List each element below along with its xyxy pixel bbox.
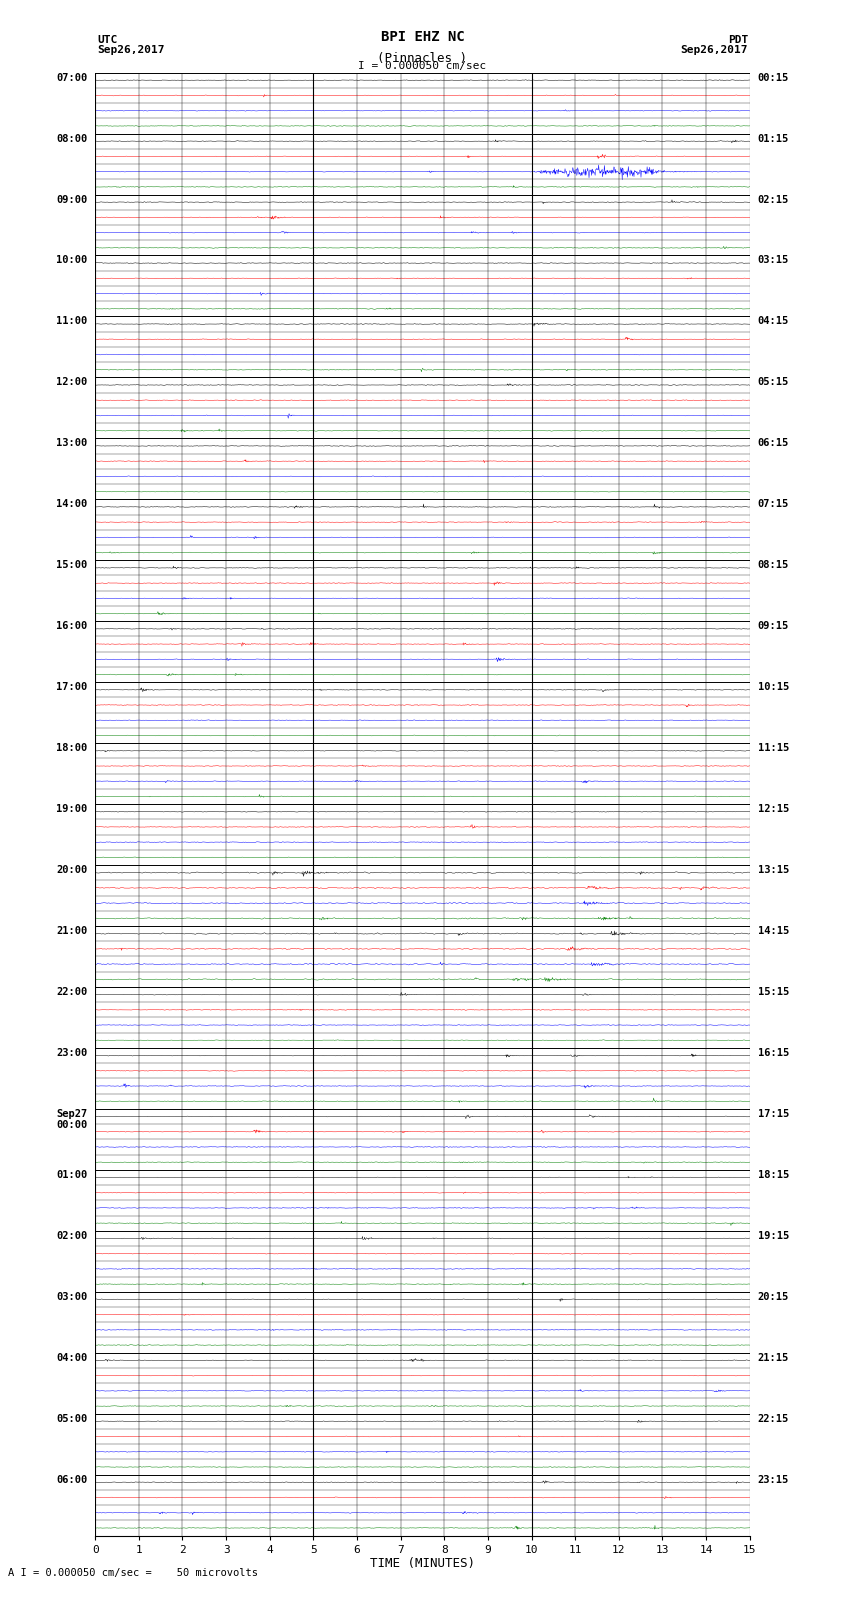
Text: 22:15: 22:15	[757, 1413, 789, 1424]
Text: 09:15: 09:15	[757, 621, 789, 631]
Text: 13:15: 13:15	[757, 865, 789, 874]
Text: 02:15: 02:15	[757, 195, 789, 205]
Text: 17:00: 17:00	[56, 682, 88, 692]
Text: 10:15: 10:15	[757, 682, 789, 692]
Text: 15:00: 15:00	[56, 560, 88, 571]
Text: 17:15: 17:15	[757, 1108, 789, 1119]
Text: 15:15: 15:15	[757, 987, 789, 997]
Text: (Pinnacles ): (Pinnacles )	[377, 52, 468, 65]
X-axis label: TIME (MINUTES): TIME (MINUTES)	[370, 1558, 475, 1571]
Text: A I = 0.000050 cm/sec =    50 microvolts: A I = 0.000050 cm/sec = 50 microvolts	[8, 1568, 258, 1578]
Text: 16:00: 16:00	[56, 621, 88, 631]
Text: 08:00: 08:00	[56, 134, 88, 144]
Text: PDT: PDT	[728, 35, 748, 45]
Text: 07:15: 07:15	[757, 500, 789, 510]
Text: 16:15: 16:15	[757, 1048, 789, 1058]
Text: Sep27
00:00: Sep27 00:00	[56, 1108, 88, 1131]
Text: 04:15: 04:15	[757, 316, 789, 326]
Text: 23:00: 23:00	[56, 1048, 88, 1058]
Text: 12:15: 12:15	[757, 805, 789, 815]
Text: 21:00: 21:00	[56, 926, 88, 936]
Text: 07:00: 07:00	[56, 73, 88, 82]
Text: 20:15: 20:15	[757, 1292, 789, 1302]
Text: 05:00: 05:00	[56, 1413, 88, 1424]
Text: 11:00: 11:00	[56, 316, 88, 326]
Text: BPI EHZ NC: BPI EHZ NC	[381, 31, 464, 44]
Text: 08:15: 08:15	[757, 560, 789, 571]
Text: 12:00: 12:00	[56, 377, 88, 387]
Text: I = 0.000050 cm/sec: I = 0.000050 cm/sec	[359, 61, 486, 71]
Text: 06:15: 06:15	[757, 439, 789, 448]
Text: 19:15: 19:15	[757, 1231, 789, 1240]
Text: 14:00: 14:00	[56, 500, 88, 510]
Text: 20:00: 20:00	[56, 865, 88, 874]
Text: 21:15: 21:15	[757, 1353, 789, 1363]
Text: 18:00: 18:00	[56, 744, 88, 753]
Text: 23:15: 23:15	[757, 1474, 789, 1484]
Text: 10:00: 10:00	[56, 255, 88, 266]
Text: UTC: UTC	[97, 35, 117, 45]
Text: 03:15: 03:15	[757, 255, 789, 266]
Text: 03:00: 03:00	[56, 1292, 88, 1302]
Text: 04:00: 04:00	[56, 1353, 88, 1363]
Text: 14:15: 14:15	[757, 926, 789, 936]
Text: Sep26,2017: Sep26,2017	[97, 45, 164, 55]
Text: 00:15: 00:15	[757, 73, 789, 82]
Text: 11:15: 11:15	[757, 744, 789, 753]
Text: 18:15: 18:15	[757, 1169, 789, 1179]
Text: 06:00: 06:00	[56, 1474, 88, 1484]
Text: 19:00: 19:00	[56, 805, 88, 815]
Text: 01:00: 01:00	[56, 1169, 88, 1179]
Text: 13:00: 13:00	[56, 439, 88, 448]
Text: 01:15: 01:15	[757, 134, 789, 144]
Text: 09:00: 09:00	[56, 195, 88, 205]
Text: 02:00: 02:00	[56, 1231, 88, 1240]
Text: Sep26,2017: Sep26,2017	[681, 45, 748, 55]
Text: 22:00: 22:00	[56, 987, 88, 997]
Text: 05:15: 05:15	[757, 377, 789, 387]
